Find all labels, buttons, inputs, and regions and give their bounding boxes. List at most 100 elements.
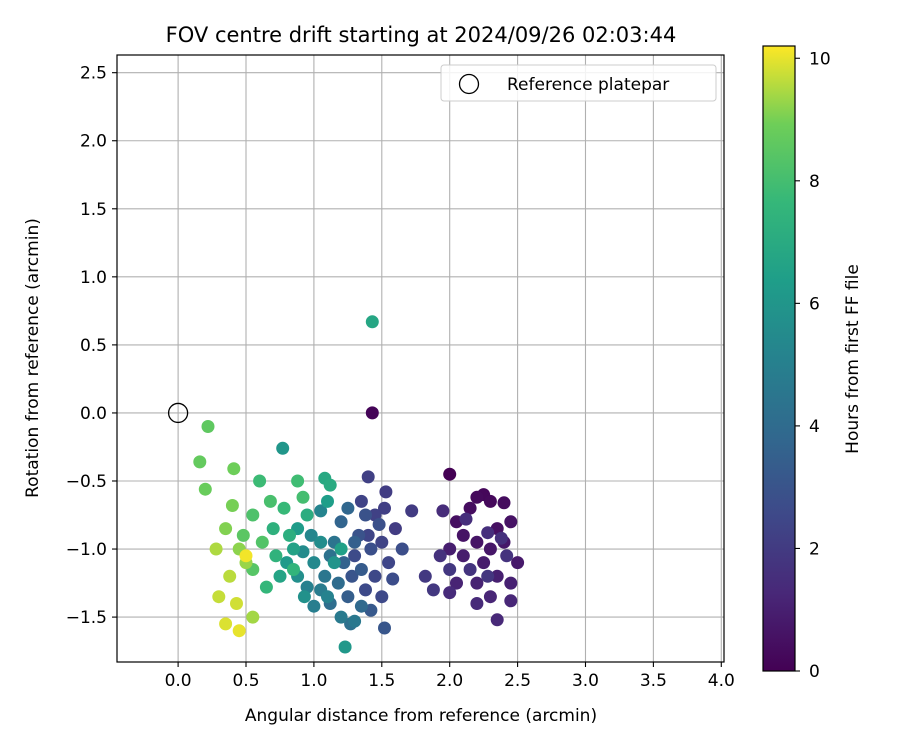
data-point [459, 512, 473, 526]
data-point [443, 542, 457, 556]
data-point [470, 576, 484, 590]
y-tick-label: 2.5 [80, 64, 107, 84]
data-point [483, 494, 497, 508]
data-point [348, 549, 362, 563]
data-point [359, 583, 372, 597]
data-point [246, 508, 260, 522]
data-point [307, 599, 321, 613]
data-point [504, 594, 518, 608]
data-point [433, 549, 447, 563]
colorbar-tick-label: 6 [809, 294, 820, 314]
plot-frame [116, 54, 725, 663]
data-point [219, 522, 233, 536]
data-point [463, 563, 477, 576]
data-point [334, 515, 348, 529]
data-point [490, 569, 504, 583]
data-point [372, 518, 386, 531]
data-point [511, 556, 525, 570]
data-point [418, 569, 432, 583]
data-point [354, 599, 368, 613]
data-point [481, 569, 495, 583]
colorbar-tick-label: 10 [809, 49, 831, 69]
data-point [239, 549, 253, 563]
data-point [379, 485, 393, 499]
data-point [193, 455, 207, 469]
y-tick-label: 0.0 [80, 404, 107, 424]
data-point [443, 586, 457, 600]
data-point [296, 490, 310, 504]
data-point [443, 563, 457, 576]
data-point [341, 590, 355, 604]
y-tick-label: −1.0 [66, 540, 107, 560]
colorbar-tick-label: 0 [809, 662, 820, 682]
x-tick-label: 3.5 [640, 671, 667, 691]
data-point [225, 499, 239, 512]
data-point [341, 501, 355, 515]
y-axis-label: Rotation from reference (arcmin) [23, 218, 43, 498]
data-point [348, 535, 362, 549]
data-point [230, 597, 243, 610]
x-axis-ticks: 0.0 0.5 1.0 1.5 2.0 2.5 3.0 3.5 4.0 [165, 662, 735, 691]
data-point [314, 535, 328, 549]
data-point [219, 617, 233, 631]
legend-open-circle-icon [458, 73, 480, 95]
data-point [500, 549, 514, 563]
data-point [497, 496, 511, 510]
legend-box [440, 64, 717, 102]
data-point [378, 501, 391, 515]
data-point [334, 542, 348, 556]
data-point [365, 406, 379, 420]
data-point [359, 508, 372, 522]
data-point [504, 515, 518, 529]
data-point [470, 597, 484, 610]
x-tick-label: 4.0 [708, 671, 735, 691]
data-point [365, 315, 379, 329]
y-tick-label: 1.0 [80, 268, 107, 288]
data-point [201, 420, 215, 433]
data-point [263, 494, 277, 508]
data-point [375, 535, 389, 549]
data-point [276, 441, 290, 455]
x-tick-label: 0.5 [232, 671, 259, 691]
data-point [300, 508, 314, 522]
colorbar-ticks: 0 2 4 6 8 10 [795, 49, 831, 682]
legend: Reference platepar [440, 64, 717, 102]
data-point [456, 528, 470, 542]
data-point [327, 556, 341, 570]
data-point [368, 569, 382, 583]
data-point [463, 501, 477, 515]
data-point [470, 535, 484, 549]
x-tick-label: 1.5 [368, 671, 395, 691]
data-point [338, 640, 352, 654]
y-tick-label: 0.5 [80, 336, 107, 356]
data-point [504, 576, 518, 590]
data-point [375, 590, 389, 604]
data-point [337, 556, 351, 570]
data-point [198, 482, 212, 496]
data-point [266, 522, 280, 536]
data-point [283, 528, 296, 542]
x-axis-label: Angular distance from reference (arcmin) [245, 706, 597, 726]
colorbar-tick-label: 8 [809, 172, 820, 192]
colorbar: 0 2 4 6 8 10 Hours from first FF file [762, 45, 863, 682]
data-point [277, 501, 291, 515]
x-tick-label: 0.0 [165, 671, 192, 691]
data-point [334, 610, 348, 624]
reference-platepar-circle-icon [167, 402, 189, 424]
data-point [490, 613, 504, 627]
data-point [323, 478, 337, 492]
colorbar-gradient [762, 45, 796, 672]
data-point [269, 549, 283, 563]
x-tick-label: 1.0 [300, 671, 327, 691]
reference-marker [167, 402, 189, 424]
data-point [361, 528, 375, 542]
data-point [345, 569, 359, 583]
data-point [321, 590, 334, 604]
data-point [426, 583, 440, 597]
data-point [232, 624, 246, 638]
data-point [477, 556, 491, 570]
y-axis-ticks: −1.5 −1.0 −0.5 0.0 0.5 1.0 1.5 2.0 2.5 [66, 64, 117, 628]
data-point [361, 470, 375, 484]
data-point [287, 563, 300, 576]
data-point [297, 590, 311, 604]
